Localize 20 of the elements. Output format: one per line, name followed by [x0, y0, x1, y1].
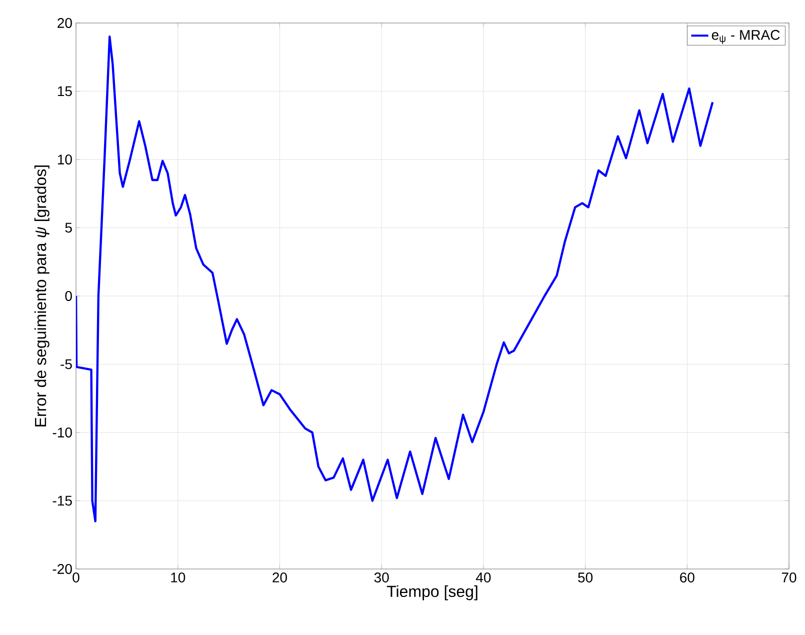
- x-axis-title: Tiempo [seg]: [386, 585, 478, 600]
- y-tick-label: 10: [58, 154, 72, 164]
- x-tick-label: 40: [476, 572, 491, 582]
- legend-label: e$_{ψ}$ - MRAC: [712, 30, 780, 44]
- y-tick-label: 0: [65, 291, 72, 301]
- y-tick-label: 5: [65, 222, 72, 233]
- y-tick-label: 20: [58, 18, 72, 28]
- x-tick-label: 20: [272, 572, 287, 582]
- y-tick-label: 15: [58, 86, 72, 96]
- y-tick-label: -20: [52, 564, 72, 574]
- x-tick-label: 60: [680, 572, 694, 582]
- x-tick-label: 30: [374, 572, 389, 582]
- x-tick-label: 10: [171, 572, 186, 582]
- y-axis-title: Error de seguimiento para ψ [grados]: [34, 165, 50, 426]
- y-tick-label: -10: [52, 428, 72, 438]
- x-tick-label: 70: [782, 572, 796, 582]
- y-tick-label: -15: [52, 496, 72, 506]
- x-tick-label: 50: [578, 572, 593, 582]
- y-tick-label: -5: [60, 359, 72, 370]
- x-tick-label: 0: [72, 572, 80, 582]
